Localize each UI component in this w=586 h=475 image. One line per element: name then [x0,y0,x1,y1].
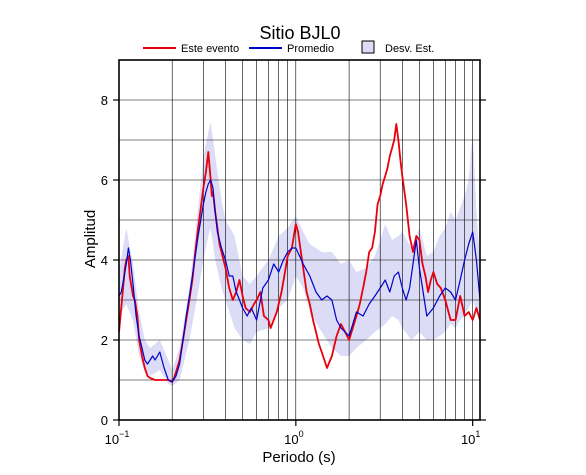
y-tick-label: 0 [101,413,108,428]
grid-lines [118,60,480,420]
legend-label: Promedio [287,43,334,55]
y-tick-label: 8 [101,93,108,108]
legend-item-desv-est: Desv. Est. [361,40,434,55]
y-axis-label: Amplitud [82,210,99,268]
plot-area [118,60,480,420]
x-axis-label: Periodo (s) [262,449,335,466]
legend-item-este-evento: Este evento [143,43,239,55]
x-tick-label: 10−1 [105,429,130,447]
legend-swatch [361,40,375,54]
y-tick-label: 4 [101,253,108,268]
plot-frame [118,59,481,421]
chart-title: Sitio BJL0 [259,23,340,43]
axes: 0 2 4 6 8 10−1 100 101 [101,59,486,447]
std-band [119,122,480,386]
x-tick-label: 100 [284,429,303,447]
legend-label: Desv. Est. [385,43,434,55]
legend: Este evento Promedio Desv. Est. [143,40,434,55]
y-tick-label: 2 [101,333,108,348]
x-tick-label: 101 [461,429,480,447]
legend-label: Este evento [181,43,239,55]
legend-item-promedio: Promedio [249,43,334,55]
y-tick-label: 6 [101,173,108,188]
series-line-promedio [119,179,480,383]
